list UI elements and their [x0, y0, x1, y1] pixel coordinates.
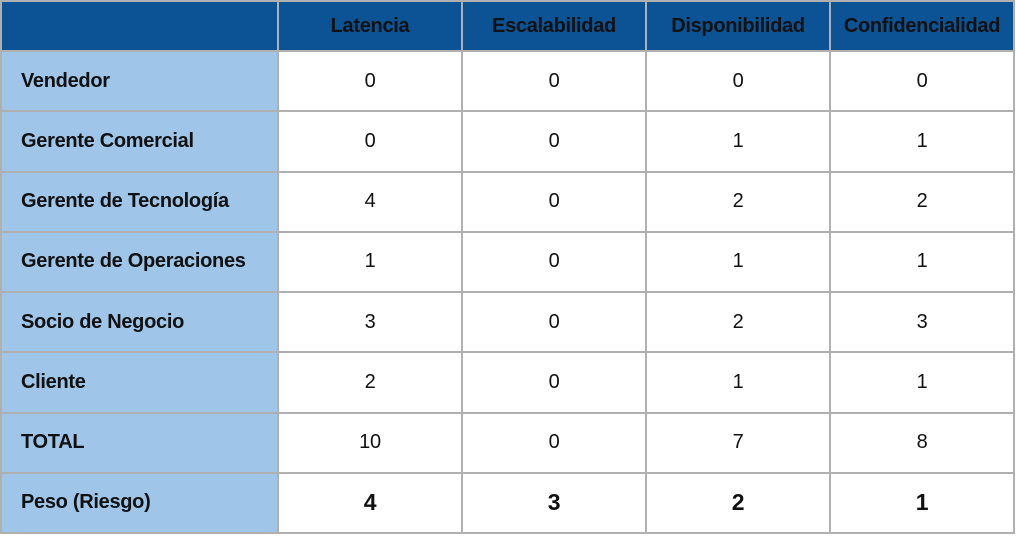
row-label: Gerente Comercial [0, 110, 279, 173]
cell-value: 0 [461, 170, 647, 233]
table-row: Cliente 2 0 1 1 [0, 351, 1015, 414]
row-label: Gerente de Operaciones [0, 230, 279, 294]
row-label: Socio de Negocio [0, 290, 279, 354]
cell-value: 3 [461, 471, 647, 535]
cell-value: 10 [277, 411, 463, 474]
cell-value: 4 [277, 170, 463, 233]
cell-value: 2 [277, 351, 463, 414]
table-row: Gerente de Tecnología 4 0 2 2 [0, 170, 1015, 233]
row-label: Gerente de Tecnología [0, 170, 279, 233]
cell-value: 0 [829, 49, 1015, 113]
table-row: Socio de Negocio 3 0 2 3 [0, 290, 1015, 354]
cell-value: 8 [829, 411, 1015, 474]
cell-value: 2 [645, 170, 831, 233]
cell-value: 1 [829, 230, 1015, 294]
cell-value: 2 [829, 170, 1015, 233]
cell-value: 0 [461, 290, 647, 354]
header-cell-latencia: Latencia [277, 0, 463, 52]
table-row: Gerente Comercial 0 0 1 1 [0, 110, 1015, 173]
cell-value: 1 [829, 351, 1015, 414]
row-label: Cliente [0, 351, 279, 414]
cell-value: 1 [645, 110, 831, 173]
cell-value: 1 [645, 351, 831, 414]
header-cell-disponibilidad: Disponibilidad [645, 0, 831, 52]
header-cell-escalabilidad: Escalabilidad [461, 0, 647, 52]
cell-value: 3 [277, 290, 463, 354]
cell-value: 0 [461, 351, 647, 414]
cell-value: 0 [461, 110, 647, 173]
header-row: Latencia Escalabilidad Disponibilidad Co… [0, 0, 1015, 52]
table-row: TOTAL 10 0 7 8 [0, 411, 1015, 474]
cell-value: 0 [645, 49, 831, 113]
table-body: Vendedor 0 0 0 0 Gerente Comercial 0 0 1 1 Gerente… [0, 49, 1015, 535]
cell-value: 0 [461, 230, 647, 294]
cell-value: 0 [461, 49, 647, 113]
cell-value: 0 [277, 110, 463, 173]
table-row: Vendedor 0 0 0 0 [0, 49, 1015, 113]
cell-value: 3 [829, 290, 1015, 354]
row-label: Peso (Riesgo) [0, 471, 279, 535]
cell-value: 1 [829, 110, 1015, 173]
table-row: Gerente de Operaciones 1 0 1 1 [0, 230, 1015, 294]
row-label: TOTAL [0, 411, 279, 474]
header-cell-empty [0, 0, 279, 52]
header-cell-confidencialidad: Confidencialidad [829, 0, 1015, 52]
row-label: Vendedor [0, 49, 279, 113]
cell-value: 0 [277, 49, 463, 113]
cell-value: 1 [645, 230, 831, 294]
cell-value: 2 [645, 471, 831, 535]
cell-value: 2 [645, 290, 831, 354]
cell-value: 0 [461, 411, 647, 474]
cell-value: 1 [829, 471, 1015, 535]
cell-value: 7 [645, 411, 831, 474]
cell-value: 4 [277, 471, 463, 535]
cell-value: 1 [277, 230, 463, 294]
table-header: Latencia Escalabilidad Disponibilidad Co… [0, 0, 1015, 52]
table-row: Peso (Riesgo) 4 3 2 1 [0, 471, 1015, 535]
